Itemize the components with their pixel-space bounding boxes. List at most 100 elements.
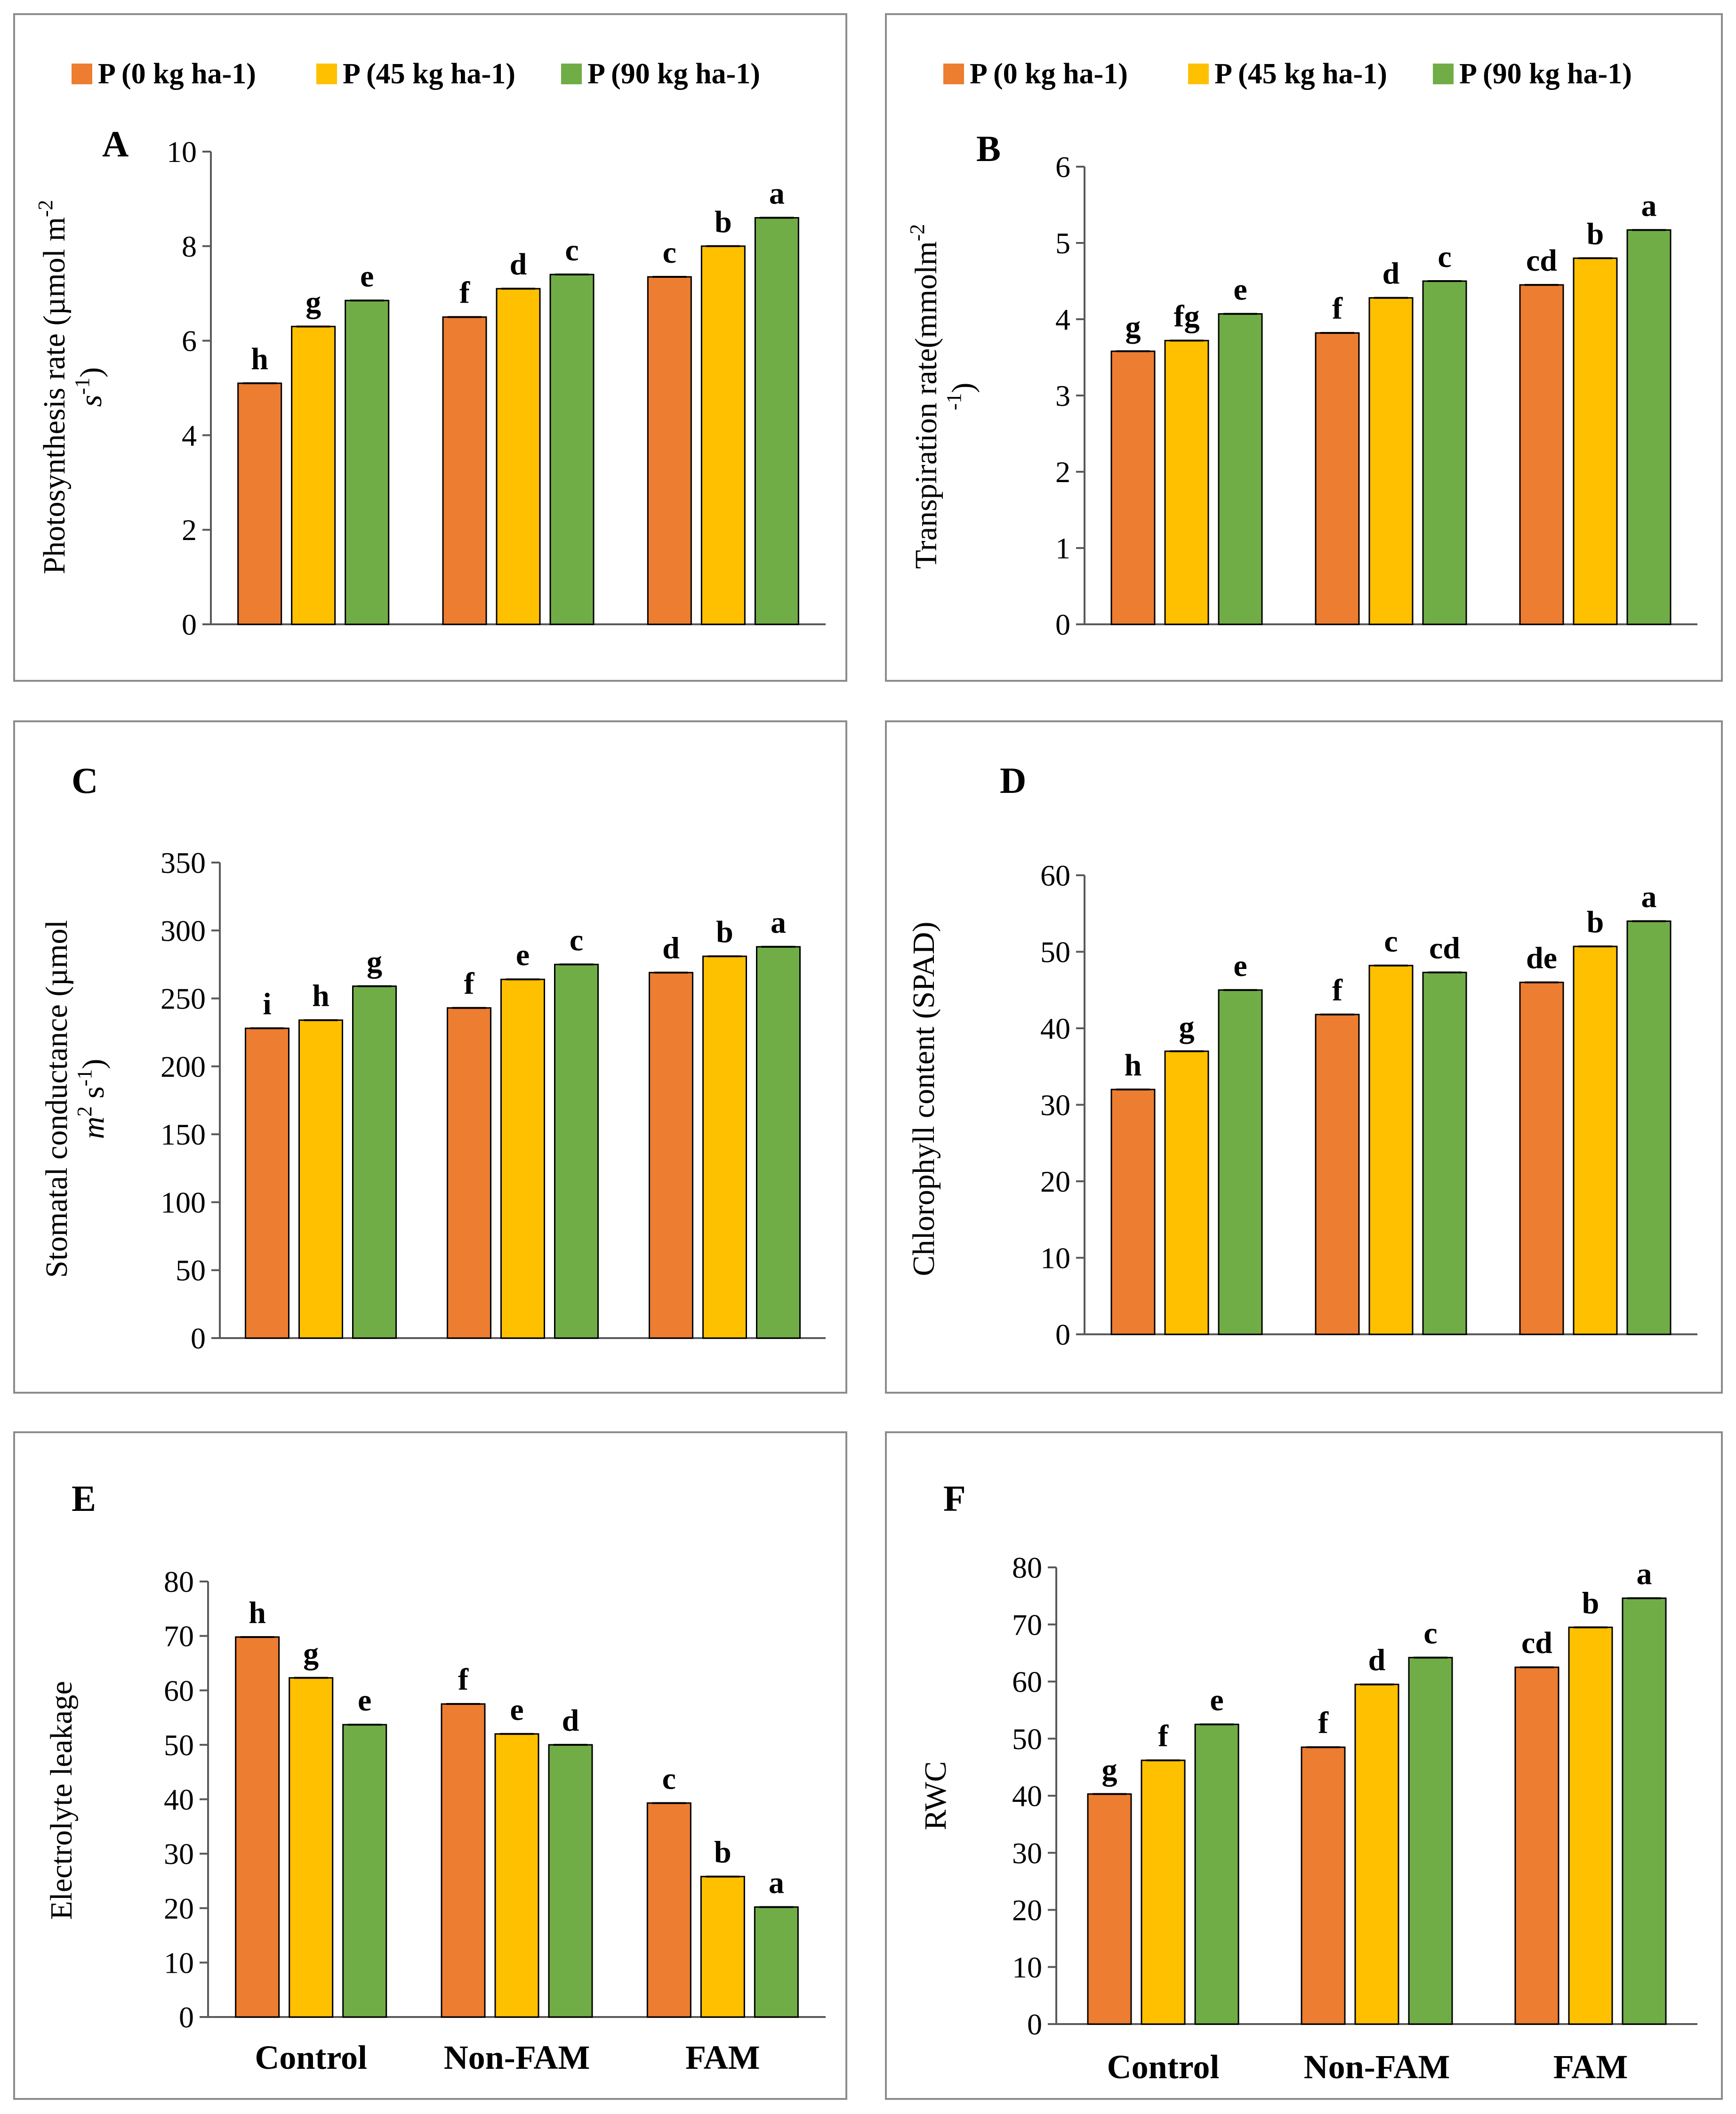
- y-tick-label: 40: [1012, 1779, 1042, 1813]
- panel-f: F 0 10 20 30 40 50 60 70 80 RWC g f e Control f d c Non-FA…: [885, 1431, 1723, 2100]
- bar: [1087, 1793, 1132, 2025]
- bar: [447, 1007, 491, 1339]
- y-tick-label: 30: [1012, 1836, 1042, 1870]
- y-axis-label-group: Chlorophyll content (SPAD): [907, 922, 941, 1276]
- y-tick-label: 70: [164, 1620, 194, 1653]
- category-label: Control: [1107, 2048, 1220, 2086]
- legend-swatch: [72, 64, 92, 84]
- significance-letter: f: [464, 967, 475, 1001]
- bar: [1368, 297, 1414, 625]
- y-tick-label: 50: [1012, 1722, 1042, 1756]
- bar: [1141, 1759, 1186, 2025]
- legend-label: P (45 kg ha-1): [343, 58, 515, 90]
- y-axis-label-group: Photosynthesis rate (µmol m-2s-1): [34, 200, 108, 574]
- bar: [1301, 1746, 1346, 2025]
- bar: [1408, 1657, 1453, 2025]
- y-tick-label: 0: [191, 1322, 206, 1355]
- significance-letter: e: [360, 259, 374, 293]
- y-tick-label: 50: [164, 1728, 194, 1762]
- significance-letter: b: [714, 1835, 731, 1870]
- bar: [1110, 1089, 1156, 1335]
- bar: [1568, 1626, 1613, 2025]
- y-tick-label: 350: [161, 846, 206, 879]
- significance-letter: i: [263, 987, 271, 1021]
- bar: [245, 1027, 289, 1339]
- y-tick-label: 10: [164, 1946, 194, 1979]
- significance-letter: f: [1318, 1706, 1329, 1740]
- bar: [754, 217, 799, 625]
- bar: [554, 963, 599, 1339]
- bar: [237, 382, 282, 625]
- bar: [1315, 332, 1360, 625]
- significance-letter: c: [1423, 1616, 1437, 1651]
- bar: [500, 978, 545, 1339]
- y-tick-label: 6: [182, 324, 197, 358]
- y-tick-label: 10: [1012, 1951, 1042, 1984]
- bar: [441, 1703, 486, 2018]
- chart-d: D 0 10 20 30 40 50 60 Chlorophyll content (SPAD)…: [907, 760, 1697, 1351]
- legend-label: P (45 kg ha-1): [1214, 58, 1387, 90]
- legend-label: P (90 kg ha-1): [587, 58, 760, 90]
- y-axis-label-group: Electrolyte leakage: [44, 1681, 79, 1920]
- y-tick-label: 20: [164, 1892, 194, 1925]
- panel-e: E 0 10 20 30 40 50 60 70 80 Electrolyte leakage h g e…: [13, 1431, 847, 2100]
- bar: [1573, 945, 1618, 1335]
- bar: [756, 946, 801, 1339]
- significance-letter: h: [312, 979, 330, 1013]
- y-axis-label: Transpiration rate(mmolm-2: [906, 224, 943, 569]
- bar: [1164, 1050, 1209, 1335]
- y-tick-label: 2: [1055, 455, 1070, 489]
- bar: [647, 276, 692, 625]
- y-axis-label-line2-sup: -1: [73, 1069, 96, 1087]
- y-axis-label-sup: -2: [34, 200, 57, 217]
- legend-label: P (0 kg ha-1): [98, 58, 256, 90]
- y-axis-label-line2-b: ): [74, 367, 108, 378]
- bar: [1622, 1597, 1667, 2025]
- significance-letter: a: [769, 177, 785, 211]
- y-tick-label: 80: [164, 1565, 194, 1598]
- y-tick-label: 0: [179, 2001, 194, 2034]
- legend-swatch: [561, 64, 582, 84]
- significance-letter: a: [769, 1865, 784, 1900]
- legend-label: P (0 kg ha-1): [970, 58, 1128, 90]
- significance-letter: a: [771, 905, 786, 940]
- legend-swatch: [316, 64, 337, 84]
- bar: [1218, 313, 1263, 625]
- y-axis-label-group: Stomatal conductance (µmol m2 s-1): [40, 920, 111, 1278]
- chart-b: B P (0 kg ha-1) P (45 kg ha-1) P (90 kg ha-…: [906, 58, 1697, 641]
- panel-label: D: [1000, 760, 1026, 801]
- significance-letter: cd: [1526, 243, 1557, 278]
- chart-e: E 0 10 20 30 40 50 60 70 80 Electrolyte leakage h g e…: [44, 1478, 826, 2076]
- y-axis-label-line2-sup: -1: [71, 378, 94, 395]
- bar: [289, 1677, 334, 2018]
- panel-b: B P (0 kg ha-1) P (45 kg ha-1) P (90 kg ha-…: [885, 13, 1723, 682]
- y-tick-label: 40: [1040, 1012, 1070, 1045]
- significance-letter: c: [570, 923, 583, 957]
- y-tick-label: 8: [182, 230, 197, 263]
- y-tick-label: 10: [167, 135, 197, 169]
- chart-f: F 0 10 20 30 40 50 60 70 80 RWC g f e Control f d c Non-FA…: [918, 1478, 1697, 2086]
- significance-letter: cd: [1429, 931, 1460, 965]
- y-tick-label: 150: [161, 1118, 206, 1151]
- significance-letter: e: [510, 1693, 523, 1727]
- bar: [1626, 920, 1672, 1335]
- bar: [702, 955, 747, 1339]
- bar: [342, 1724, 387, 2018]
- significance-letter: e: [1233, 949, 1247, 983]
- y-tick-label: 50: [176, 1254, 206, 1287]
- y-tick-label: 300: [161, 914, 206, 947]
- bar: [649, 972, 693, 1339]
- y-tick-label: 200: [161, 1050, 206, 1083]
- bar: [1422, 971, 1467, 1335]
- y-tick-label: 30: [164, 1837, 194, 1871]
- y-axis-label-line2: m2 s-1): [73, 1059, 111, 1139]
- y-axis-label-text: Transpiration rate(mmolm: [909, 241, 943, 569]
- bar: [1354, 1684, 1399, 2025]
- y-axis-label-line2: s-1): [71, 367, 108, 407]
- panel-label: F: [943, 1478, 966, 1519]
- y-tick-label: 2: [182, 513, 197, 547]
- y-tick-label: 0: [1055, 608, 1070, 641]
- y-tick-label: 6: [1055, 150, 1070, 184]
- significance-letter: b: [716, 915, 733, 949]
- bar: [1164, 339, 1209, 625]
